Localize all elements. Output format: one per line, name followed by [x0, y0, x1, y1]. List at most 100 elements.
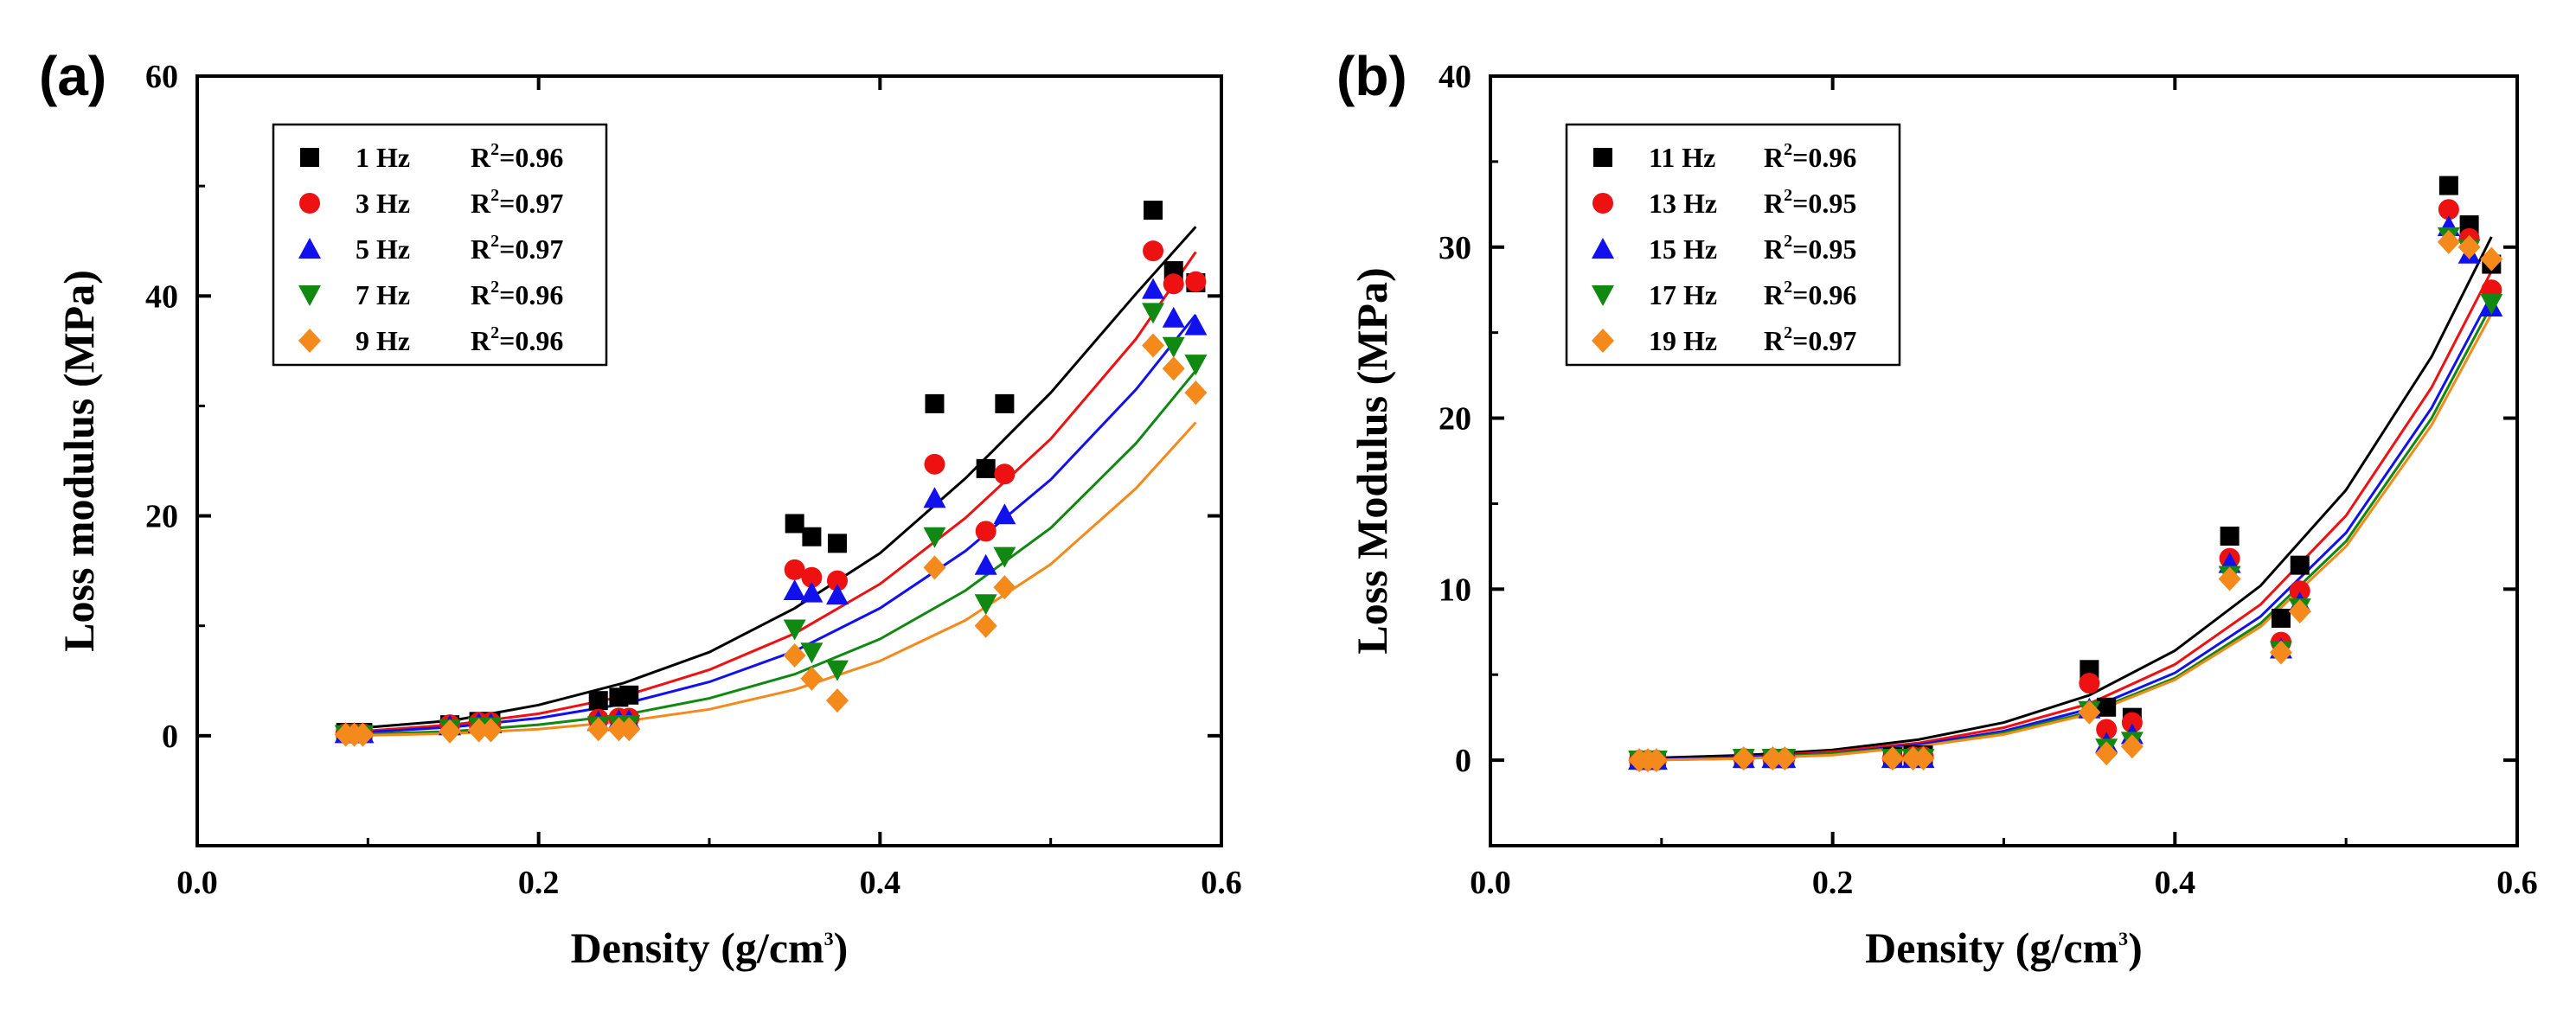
- legend-series-name: 5 Hz: [356, 233, 410, 265]
- data-point: [619, 685, 639, 705]
- legend-marker: [1592, 285, 1614, 306]
- legend-box: [272, 123, 608, 367]
- legend-item: 11 Hz R2=0.96: [1593, 140, 1856, 173]
- legend-r2-label: R: [471, 188, 491, 219]
- y-tick-label: 60: [145, 59, 178, 95]
- data-point: [2121, 712, 2143, 733]
- legend-r2-label: R: [471, 233, 491, 265]
- data-point: [479, 718, 503, 743]
- legend-r2-label: R: [1764, 279, 1785, 310]
- legend-item: 1 Hz R2=0.96: [300, 140, 563, 173]
- data-point: [1773, 746, 1797, 771]
- legend-series-name: 9 Hz: [356, 325, 410, 356]
- legend-marker: [298, 285, 321, 306]
- legend-r2-value: =0.96: [1792, 142, 1856, 173]
- legend-marker: [299, 193, 320, 214]
- data-point: [1761, 746, 1785, 771]
- legend-series-name: 15 Hz: [1649, 233, 1717, 265]
- series-7hz: [334, 303, 1208, 746]
- legend-item: 9 Hz R2=0.96: [298, 323, 563, 356]
- x-axis-title-sup: 3: [2118, 928, 2128, 949]
- data-point: [976, 458, 996, 478]
- data-point: [1163, 273, 1184, 295]
- data-point: [2079, 673, 2100, 694]
- legend-item: 19 Hz R2=0.97: [1592, 323, 1856, 356]
- data-point: [2220, 527, 2240, 546]
- fit-curve-5hz: [345, 313, 1197, 735]
- data-point: [974, 553, 997, 575]
- legend-r2: R2=0.97: [471, 232, 563, 265]
- fit-curve-7hz: [345, 369, 1197, 737]
- legend-r2: R2=0.96: [471, 140, 563, 173]
- legend-r2-sup: 2: [490, 278, 499, 297]
- data-point: [2095, 741, 2118, 766]
- panel-a: (a) 0.0 0.2 0.4 0.6 0 20 40 60 Density (g/cm3) Los…: [39, 45, 1242, 972]
- data-point: [588, 691, 608, 711]
- data-point: [1162, 336, 1185, 358]
- data-point: [975, 521, 996, 542]
- data-point: [2438, 199, 2459, 220]
- data-point: [1162, 306, 1185, 328]
- data-point: [2120, 734, 2143, 759]
- legend-series-name: 17 Hz: [1649, 279, 1717, 310]
- legend-r2-value: =0.95: [1792, 233, 1856, 265]
- panel-label: (b): [1336, 45, 1407, 107]
- data-point: [1912, 746, 1935, 771]
- legend-item: 7 Hz R2=0.96: [298, 278, 563, 310]
- legend-r2-value: =0.97: [499, 233, 563, 265]
- legend-r2-value: =0.96: [499, 325, 563, 356]
- x-tick-label: 0.4: [860, 865, 901, 901]
- series-19hz: [1628, 229, 2503, 773]
- data-point: [1144, 201, 1163, 220]
- legend-r2: R2=0.96: [1764, 140, 1856, 173]
- legend: 1 Hz R2=0.963 Hz R2=0.975 Hz R2=0.977 Hz R2=…: [272, 123, 608, 367]
- x-axis-title-main: Density (g/cm: [571, 924, 824, 972]
- data-point: [1184, 314, 1208, 336]
- legend-series-name: 7 Hz: [356, 279, 410, 310]
- y-axis-title: Loss Modulus (MPa): [1348, 267, 1396, 654]
- data-point: [993, 575, 1016, 600]
- legend-r2: R2=0.96: [471, 278, 563, 310]
- data-point: [826, 688, 849, 713]
- legend-r2-sup: 2: [1784, 278, 1792, 297]
- legend-box: [1565, 123, 1901, 367]
- data-point: [800, 581, 823, 603]
- data-point: [2218, 566, 2241, 591]
- data-point: [2097, 697, 2117, 717]
- data-point: [923, 487, 946, 508]
- legend-series-name: 11 Hz: [1649, 142, 1715, 173]
- legend-r2: R2=0.95: [1764, 186, 1856, 219]
- data-point: [923, 555, 946, 580]
- legend-r2-value: =0.97: [1792, 325, 1856, 356]
- data-point: [994, 463, 1016, 485]
- y-tick-label: 30: [1439, 230, 1471, 266]
- legend-r2-value: =0.96: [499, 142, 563, 173]
- data-point: [993, 503, 1016, 525]
- x-tick-label: 0.0: [176, 865, 218, 901]
- data-point: [802, 527, 822, 546]
- y-tick-label: 0: [1455, 743, 1471, 779]
- data-point: [439, 719, 462, 744]
- legend-r2-value: =0.95: [1792, 188, 1856, 219]
- fit-curve-1hz: [345, 226, 1197, 731]
- legend-r2-sup: 2: [1784, 232, 1792, 251]
- fit-curve-9hz: [345, 421, 1197, 738]
- fit-curve-19hz: [1639, 313, 2493, 762]
- data-point: [1142, 333, 1165, 358]
- data-point: [827, 570, 848, 591]
- x-axis-title-sup: 3: [824, 928, 834, 949]
- y-tick-label: 40: [145, 278, 178, 315]
- data-point: [2438, 176, 2458, 195]
- data-point: [826, 660, 849, 681]
- panel-label: (a): [39, 45, 106, 107]
- data-point: [785, 514, 804, 534]
- legend-r2-sup: 2: [1784, 140, 1792, 159]
- legend-r2-sup: 2: [490, 140, 499, 159]
- data-point: [2289, 580, 2310, 602]
- data-point: [2480, 246, 2503, 272]
- legend-marker: [300, 148, 319, 167]
- data-point: [1184, 380, 1208, 406]
- legend-r2: R2=0.97: [471, 186, 563, 219]
- legend-item: 3 Hz R2=0.97: [299, 186, 563, 219]
